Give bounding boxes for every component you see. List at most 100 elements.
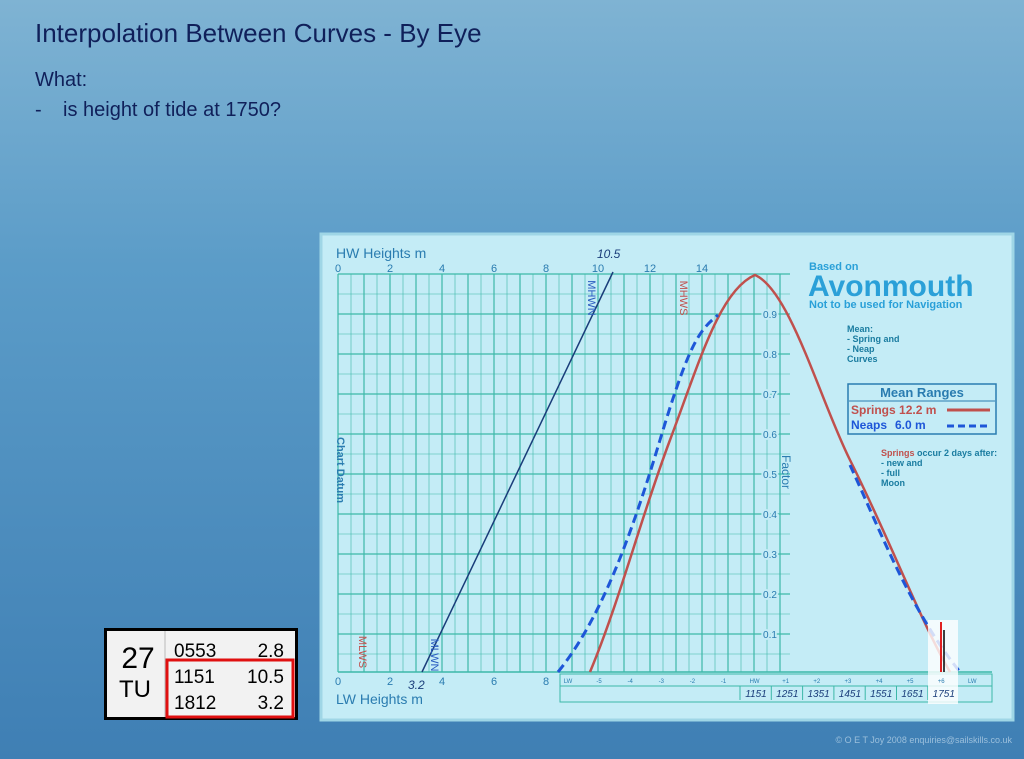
legend-title: Mean Ranges	[880, 385, 964, 400]
legend-value: 6.0 m	[895, 418, 926, 432]
springs-note-line: - new and	[881, 458, 923, 468]
lw-tick-label: 6	[491, 676, 497, 688]
slide-title: Interpolation Between Curves - By Eye	[35, 18, 482, 48]
factor-tick-label: 0.6	[763, 430, 777, 441]
hw-tick-label: 12	[644, 263, 656, 275]
tide-highlight	[165, 658, 295, 719]
hw-tick-label: 8	[543, 263, 549, 275]
factor-tick-label: 0.5	[763, 470, 777, 481]
mean-note-line: - Neap	[847, 344, 875, 354]
hw-tick-label: 2	[387, 263, 393, 275]
hour-tick-label: -5	[596, 679, 602, 685]
hour-tick-label: HW	[750, 679, 760, 685]
highlight	[928, 620, 958, 704]
curve-label: MHWS	[677, 281, 689, 316]
mean-note-line: - Spring and	[847, 334, 900, 344]
tide-height: 3.2	[258, 693, 284, 714]
hour-tick-label: -2	[690, 679, 696, 685]
neaps-curve	[556, 313, 962, 673]
curve-label: MHWN	[585, 280, 597, 315]
hour-tick-label: +6	[938, 679, 946, 685]
hour-tick-label: +1	[782, 679, 790, 685]
factor-tick-label: 0.4	[763, 510, 777, 521]
factor-tick-label: 0.2	[763, 590, 777, 601]
tide-time: 1151	[174, 667, 215, 688]
question-text: is height of tide at 1750?	[63, 99, 281, 121]
tide-height: 2.8	[258, 641, 284, 662]
legend-name: Neaps	[851, 418, 887, 432]
diagram-panel	[319, 232, 1015, 722]
question-bullet: -	[35, 99, 42, 121]
lw-tick-label: 0	[335, 676, 341, 688]
curve-label: MLWS	[356, 636, 368, 668]
hour-tick-label: -3	[659, 679, 665, 685]
tide-weekday: TU	[119, 676, 151, 703]
time-label: 1751	[933, 689, 955, 700]
hw-tick-label: 4	[439, 263, 445, 275]
factor-tick-label: 0.8	[763, 350, 777, 361]
hw-annotation: 10.5	[597, 247, 621, 261]
hour-tick-label: +4	[876, 679, 884, 685]
hour-tick-label: +5	[907, 679, 915, 685]
grid	[337, 273, 993, 703]
legend-label: Neaps 6.0 m	[851, 418, 926, 432]
factor-tick-label: 0.7	[763, 390, 777, 401]
tide-time: 1812	[174, 693, 216, 714]
hw-tick-label: 10	[592, 263, 604, 275]
hour-tick-label: +2	[813, 679, 821, 685]
tide-rows: 0553 2.8 1151 10.5 1812 3.2	[174, 641, 284, 714]
springs-text: occur 2 days after:	[917, 448, 997, 458]
time-label: 1651	[901, 689, 923, 700]
hw-axis-title: HW Heights m	[336, 245, 426, 261]
mean-note-line: Curves	[847, 354, 878, 364]
hour-tick-label: LW	[968, 679, 977, 685]
mean-note-line: Mean:	[847, 324, 873, 334]
factor-tick-label: 0.3	[763, 550, 777, 561]
times-row	[559, 673, 993, 703]
legend-value: 12.2 m	[899, 403, 936, 417]
time-label: 1251	[776, 689, 798, 700]
hour-tick-label: +3	[844, 679, 852, 685]
tide-time: 0553	[174, 641, 216, 662]
warning: Not to be used for Navigation	[809, 299, 963, 311]
time-label: 1551	[870, 689, 892, 700]
tide-height: 10.5	[247, 667, 284, 688]
hw-tick-label: 14	[696, 263, 708, 275]
springs-lead: Springs	[881, 448, 915, 458]
hw-tick-label: 6	[491, 263, 497, 275]
hour-tick-label: -1	[721, 679, 727, 685]
factor-tick-label: 0.9	[763, 310, 777, 321]
factor-title: Factor	[779, 455, 793, 489]
time-label: 1151	[745, 689, 767, 700]
port-name: Avonmouth	[808, 270, 974, 303]
springs-note-line: - full	[881, 468, 900, 478]
copyright: © O E T Joy 2008 enquiries@sailskills.co…	[835, 735, 1012, 745]
lw-annotation: 3.2	[408, 678, 425, 692]
legend-box	[847, 383, 997, 435]
lw-tick-label: 4	[439, 676, 445, 688]
hour-tick-label: LW	[564, 679, 573, 685]
tide-table	[107, 631, 295, 717]
springs-note-line: Moon	[881, 478, 905, 488]
time-label: 1351	[807, 689, 829, 700]
lw-tick-label: 2	[387, 676, 393, 688]
based-on: Based on	[809, 261, 859, 273]
springs-curve	[588, 273, 952, 673]
question-heading: What:	[35, 69, 87, 91]
hw-tick-label: 0	[335, 263, 341, 275]
legend-label: Springs 12.2 m	[851, 403, 936, 417]
interpolation-line	[421, 271, 614, 673]
hour-tick-label: -4	[628, 679, 634, 685]
springs-note: Springs occur 2 days after:	[881, 448, 997, 458]
factor-tick-label: 0.1	[763, 630, 777, 641]
legend-name: Springs	[851, 403, 896, 417]
time-label: 1451	[839, 689, 861, 700]
tide-day: 27	[121, 642, 154, 675]
chart-datum: Chart Datum	[334, 437, 346, 503]
lw-tick-label: 8	[543, 676, 549, 688]
lw-axis-title: LW Heights m	[336, 691, 423, 707]
